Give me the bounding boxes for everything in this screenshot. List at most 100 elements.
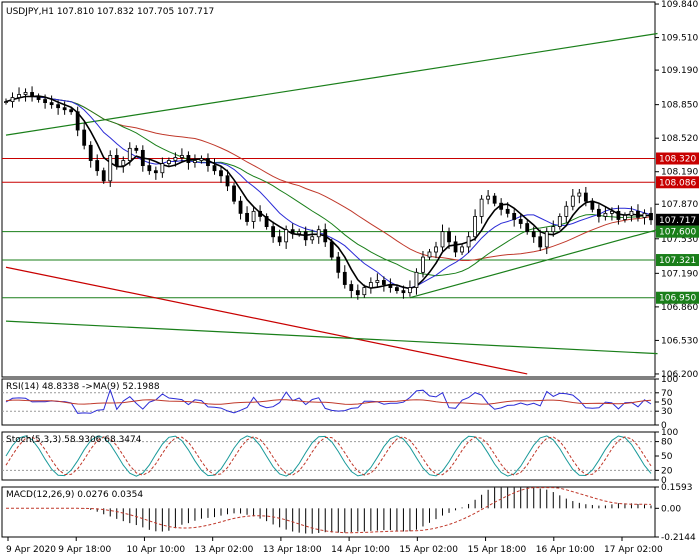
candle-body [277,236,282,243]
price-tag [656,176,699,189]
rsi-title: RSI(14) 48.8338 ->MA(9) 52.1988 [6,382,160,392]
candle-body [492,195,497,204]
candle-body [140,149,145,167]
candle-body [225,175,230,187]
candle-body [342,271,347,285]
candle-body [297,231,302,235]
candle-body [427,251,432,258]
candle-body [232,185,236,202]
candle-body [414,271,419,288]
trend-line [5,266,528,375]
candle-body [310,236,315,241]
y-tick-label: 108.190 [661,168,698,178]
panel-frame [1,486,656,538]
x-tick-label: 9 Apr 18:00 [58,545,111,555]
candle-body [538,236,543,248]
candle-body [408,287,412,294]
y-tick-label: 109.510 [661,34,698,44]
price-tag [656,213,699,226]
candle-body [95,160,100,172]
candle-body [219,170,223,177]
candle-body [264,216,269,227]
candle-body [499,202,504,210]
candle-body [153,170,158,174]
candle-body [114,155,119,167]
candle-body [23,92,28,95]
candle-body [284,229,289,243]
candle-body [160,163,165,174]
candle-body [127,147,132,161]
x-tick-label: 14 Apr 10:00 [331,545,390,555]
candle-body [388,284,393,288]
price-tag-label: 107.717 [659,216,696,226]
trend-line [5,320,658,355]
candle-body [62,107,67,111]
candle-body [381,280,386,285]
y-tick-label: 107.870 [661,200,698,210]
y-tick-label: 108.520 [661,134,698,144]
candle-body [590,200,595,210]
y-tick-label: 107.190 [661,269,698,279]
candle-body [30,92,34,97]
x-tick-label: 16 Apr 10:00 [536,545,595,555]
x-tick-label: 15 Apr 02:00 [399,545,458,555]
candle-body [623,215,627,220]
candle-body [649,212,653,221]
main-chart-title: USDJPY,H1 107.810 107.832 107.705 107.71… [6,7,214,17]
y-tick-label: -0.2144 [661,533,696,543]
candle-body [460,246,464,253]
y-tick-label: 70 [661,389,673,399]
candle-body [551,226,556,233]
trend-line [409,229,658,299]
y-tick-label: 0 [661,421,667,431]
price-tag [656,152,699,165]
candle-body [447,231,451,243]
candle-body [629,210,634,216]
ma-black-line [5,95,652,290]
y-tick-label: 0.00 [661,504,681,514]
y-tick-label: 106.200 [661,370,698,380]
trend-line [5,32,658,136]
ma-blue-line [5,96,652,289]
candle-body [199,158,204,161]
x-tick-label: 10 Apr 10:00 [126,545,185,555]
price-tag-label: 107.600 [659,228,696,238]
candle-body [290,229,295,235]
y-tick-label: 20 [661,466,673,476]
candle-body [258,210,262,217]
candle-body [121,160,126,167]
candle-body [401,290,406,294]
candle-body [108,155,113,182]
candle-body [368,282,373,288]
candle-body [518,219,523,224]
candle-body [610,210,614,214]
candle-body [88,144,93,161]
candle-body [303,231,308,241]
candle-body [479,198,484,217]
candle-body [166,160,171,164]
candle-body [453,241,458,253]
stoch-title: Stoch(5,3,3) 58.9306 68.3474 [6,435,142,445]
candle-body [505,208,510,214]
macd-signal-line [6,487,652,534]
candle-body [245,212,249,222]
candle-body [473,216,477,238]
candle-body [421,256,425,273]
candle-body [101,170,106,182]
y-tick-label: 109.840 [661,0,698,10]
candle-body [134,147,139,151]
candle-body [336,256,341,273]
candle-body [466,236,471,248]
candle-body [375,280,380,283]
candle-body [173,157,178,161]
price-tag [656,291,699,304]
y-tick-label: 0 [661,476,667,486]
candle-body [10,97,15,102]
price-tag-label: 108.320 [659,155,696,165]
x-tick-label: 17 Apr 02:00 [604,545,663,555]
candle-body [486,195,491,200]
y-tick-label: 108.850 [661,101,698,111]
candle-body [329,241,334,258]
candle-body [43,99,47,104]
